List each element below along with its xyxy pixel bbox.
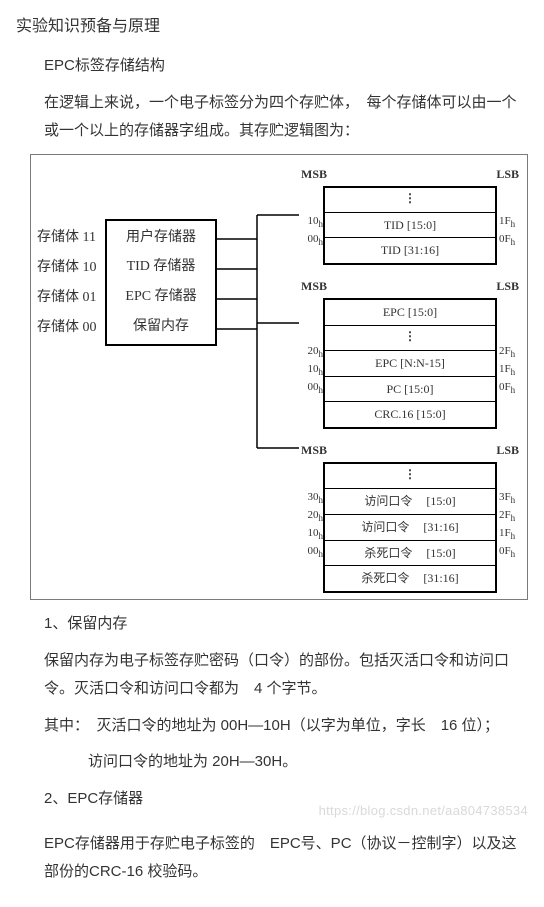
addr-left: [299, 316, 325, 342]
memory-cell: CRC.16 [15:0]: [325, 401, 495, 427]
memory-cell: 杀死口令[15:0]: [325, 540, 495, 566]
memory-cell: 访问口令[31:16]: [325, 514, 495, 540]
memory-cell: PC [15:0]: [325, 376, 495, 402]
memory-cell: EPC [N:N-15]: [325, 350, 495, 376]
addr-left: 00h: [299, 542, 325, 560]
addr-left: 10h: [299, 360, 325, 378]
memory-cell: ⋮: [325, 325, 495, 350]
bank-label: 存储体 01: [37, 285, 105, 312]
addr-right: 1Fh: [497, 212, 523, 230]
addr-left: 00h: [299, 378, 325, 396]
addr-left: 10h: [299, 524, 325, 542]
memory-row: ⋮: [325, 325, 495, 350]
msb-label: MSB: [301, 163, 327, 186]
tid-memory-block: MSB LSB 10h00h⋮TID [15:0]TID [31:16] 1Fh…: [299, 163, 521, 265]
memory-cell: 访问口令[15:0]: [325, 488, 495, 514]
addr-left: 30h: [299, 488, 325, 506]
epc-memory-block: MSB LSB 20h10h00h EPC [15:0]⋮EPC [N:N-15]…: [299, 275, 521, 429]
addr-left: [299, 298, 325, 316]
addr-right: [497, 462, 523, 488]
memory-row: 访问口令[31:16]: [325, 514, 495, 540]
memory-row: ⋮: [325, 464, 495, 488]
memory-cell: ⋮: [325, 188, 495, 212]
addr-right: 0Fh: [497, 230, 523, 248]
memory-bank-row: 存储体 10 TID 存储器: [37, 253, 217, 283]
memory-cell: TID [31:16]: [325, 237, 495, 263]
memory-row: 杀死口令[15:0]: [325, 540, 495, 566]
memory-row: ⋮: [325, 188, 495, 212]
msb-label: MSB: [301, 275, 327, 298]
msb-label: MSB: [301, 439, 327, 462]
memory-cell: 杀死口令[31:16]: [325, 565, 495, 591]
memory-row: TID [31:16]: [325, 237, 495, 263]
addr-right: [497, 316, 523, 342]
body-paragraph: EPC存储器用于存贮电子标签的 EPC号、PC（协议－控制字）以及这部份的CRC…: [16, 830, 528, 887]
addr-right: [497, 186, 523, 212]
addr-left: 20h: [299, 342, 325, 360]
section-heading: EPC标签存储结构: [16, 52, 528, 81]
bank-label: 存储体 11: [37, 225, 105, 252]
memory-row: PC [15:0]: [325, 376, 495, 402]
page-title: 实验知识预备与原理: [16, 12, 528, 42]
addr-right: 0Fh: [497, 378, 523, 396]
reserved-memory-block: MSB LSB 30h20h10h00h ⋮访问口令[15:0]访问口令[31:1…: [299, 439, 521, 593]
addr-left: 00h: [299, 230, 325, 248]
addr-right: 1Fh: [497, 524, 523, 542]
memory-bank-row: 存储体 11 用户存储器: [37, 223, 217, 253]
addr-left: [299, 186, 325, 212]
memory-diagram: 存储体 11 用户存储器 存储体 10 TID 存储器 存储体 01 EPC 存…: [30, 154, 528, 600]
watermark-text: https://blog.csdn.net/aa804738534: [16, 799, 528, 824]
addr-left: [299, 462, 325, 488]
bank-label: 存储体 00: [37, 315, 105, 342]
bank-label: 存储体 10: [37, 255, 105, 282]
lsb-label: LSB: [496, 163, 519, 186]
body-paragraph: 访问口令的地址为 20H—30H。: [16, 748, 528, 777]
memory-cell: ⋮: [325, 464, 495, 488]
memory-bank-row: 存储体 00 保留内存: [37, 313, 217, 343]
memory-bank-list: 存储体 11 用户存储器 存储体 10 TID 存储器 存储体 01 EPC 存…: [37, 223, 217, 343]
bank-name: 保留内存: [105, 310, 217, 347]
addr-right: [497, 298, 523, 316]
memory-row: CRC.16 [15:0]: [325, 401, 495, 427]
lsb-label: LSB: [496, 439, 519, 462]
intro-paragraph: 在逻辑上来说，一个电子标签分为四个存贮体， 每个存储体可以由一个或一个以上的存储…: [16, 89, 528, 146]
memory-cell: TID [15:0]: [325, 212, 495, 238]
addr-right: 1Fh: [497, 360, 523, 378]
memory-cell: EPC [15:0]: [325, 300, 495, 325]
memory-row: EPC [N:N-15]: [325, 350, 495, 376]
addr-left: 10h: [299, 212, 325, 230]
lsb-label: LSB: [496, 275, 519, 298]
addr-left: 20h: [299, 506, 325, 524]
memory-bank-row: 存储体 01 EPC 存储器: [37, 283, 217, 313]
section-heading: 1、保留内存: [16, 610, 528, 639]
addr-right: 3Fh: [497, 488, 523, 506]
addr-right: 2Fh: [497, 342, 523, 360]
addr-right: 2Fh: [497, 506, 523, 524]
addr-right: 0Fh: [497, 542, 523, 560]
body-paragraph: 保留内存为电子标签存贮密码（口令）的部份。包括灭活口令和访问口令。灭活口令和访问…: [16, 647, 528, 704]
memory-row: TID [15:0]: [325, 212, 495, 238]
memory-row: 杀死口令[31:16]: [325, 565, 495, 591]
body-paragraph: 其中： 灭活口令的地址为 00H—10H（以字为单位，字长 16 位）；: [16, 712, 528, 741]
memory-row: 访问口令[15:0]: [325, 488, 495, 514]
memory-row: EPC [15:0]: [325, 300, 495, 325]
